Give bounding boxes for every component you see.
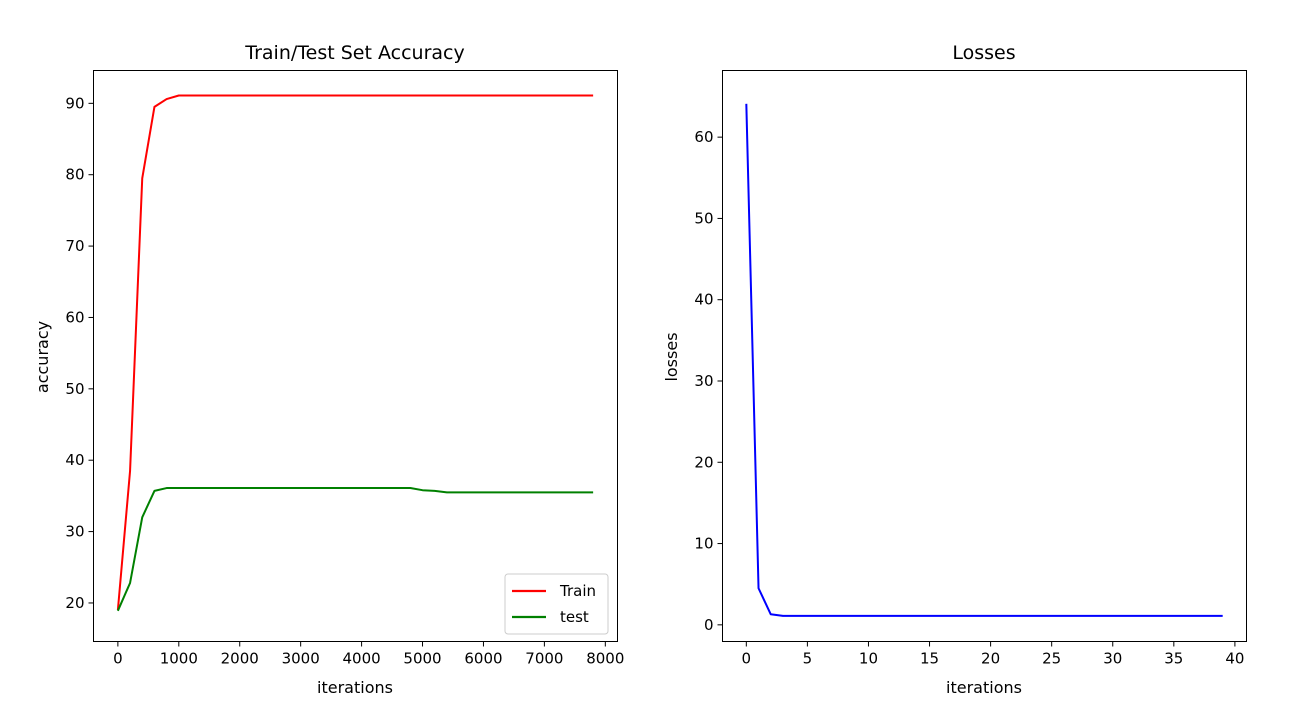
legend-box (504, 573, 609, 635)
x-tick-label: 0 (113, 650, 123, 668)
series-line-losses (745, 103, 1223, 617)
x-tick-label: 25 (1042, 650, 1061, 668)
accuracy-chart: Train/Test Set Accuracy iterations accur… (33, 42, 624, 697)
y-tick-label: 30 (65, 523, 84, 541)
y-tick-label: 40 (694, 291, 713, 309)
y-tick-label: 20 (65, 594, 84, 612)
x-tick-label: 30 (1103, 650, 1122, 668)
x-tick-label: 3000 (282, 650, 320, 668)
losses-chart-ticks: 0 5 10 15 20 25 30 35 40 0 10 20 30 40 50 60 (694, 128, 1244, 667)
losses-chart-xlabel: iterations (946, 678, 1022, 697)
x-tick-label: 10 (859, 650, 878, 668)
x-tick-label: 20 (981, 650, 1000, 668)
y-tick-label: 30 (694, 372, 713, 390)
x-tick-label: 1000 (160, 650, 198, 668)
losses-chart-ylabel: losses (662, 332, 681, 381)
accuracy-chart-legend: Train test (504, 573, 609, 635)
x-tick-label: 35 (1164, 650, 1183, 668)
y-tick-label: 20 (694, 453, 713, 471)
x-tick-label: 2000 (221, 650, 259, 668)
x-tick-label: 0 (742, 650, 752, 668)
losses-chart-title: Losses (952, 42, 1015, 64)
losses-chart-frame (722, 70, 1247, 642)
x-tick-label: 15 (920, 650, 939, 668)
y-tick-label: 40 (65, 451, 84, 469)
x-tick-label: 4000 (342, 650, 380, 668)
y-tick-label: 10 (694, 535, 713, 553)
y-tick-label: 50 (65, 380, 84, 398)
y-tick-label: 60 (65, 308, 84, 326)
y-tick-label: 0 (704, 616, 714, 634)
x-tick-label: 40 (1225, 650, 1244, 668)
y-tick-label: 90 (65, 94, 84, 112)
x-tick-label: 6000 (464, 650, 502, 668)
losses-chart: Losses iterations losses 0 5 10 15 20 25 30 35 4… (662, 42, 1247, 697)
y-tick-label: 80 (65, 166, 84, 184)
series-line-test (116, 487, 594, 612)
accuracy-chart-frame (93, 70, 618, 642)
series-line-train (116, 94, 594, 611)
x-tick-label: 7000 (525, 650, 563, 668)
x-tick-label: 5000 (403, 650, 441, 668)
accuracy-chart-title: Train/Test Set Accuracy (244, 42, 464, 64)
y-tick-label: 50 (694, 209, 713, 227)
legend-label-train: Train (559, 582, 596, 600)
x-tick-label: 5 (803, 650, 813, 668)
losses-chart-lines (745, 103, 1223, 617)
accuracy-chart-ylabel: accuracy (33, 321, 52, 393)
x-tick-label: 8000 (586, 650, 624, 668)
legend-label-test: test (560, 608, 589, 626)
accuracy-chart-ticks: 0 1000 2000 3000 4000 5000 6000 7000 8000 20 30 40 5… (65, 94, 624, 667)
y-tick-label: 70 (65, 237, 84, 255)
accuracy-chart-xlabel: iterations (317, 678, 393, 697)
y-tick-label: 60 (694, 128, 713, 146)
accuracy-chart-lines (116, 94, 594, 612)
